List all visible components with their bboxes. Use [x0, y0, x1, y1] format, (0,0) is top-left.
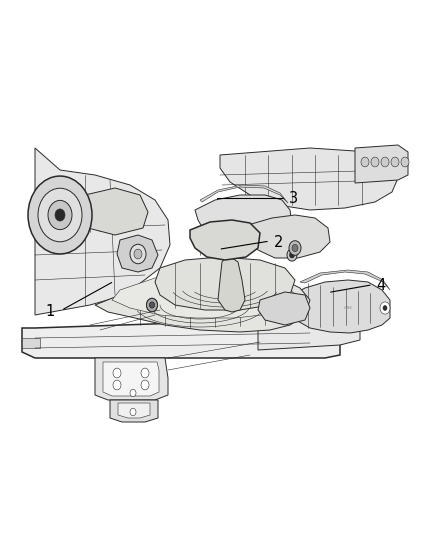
Circle shape	[383, 305, 387, 310]
Circle shape	[38, 188, 82, 242]
Circle shape	[371, 157, 379, 167]
Text: 2: 2	[273, 235, 283, 250]
Circle shape	[113, 380, 121, 390]
Circle shape	[134, 249, 142, 259]
Text: 4: 4	[376, 278, 386, 293]
Polygon shape	[258, 292, 310, 325]
Circle shape	[287, 249, 297, 261]
Polygon shape	[110, 400, 158, 422]
Polygon shape	[290, 280, 390, 333]
Polygon shape	[200, 185, 288, 203]
Polygon shape	[95, 275, 310, 332]
Polygon shape	[248, 215, 330, 258]
Circle shape	[130, 244, 146, 264]
Polygon shape	[112, 272, 295, 318]
Polygon shape	[195, 195, 292, 244]
Circle shape	[149, 302, 155, 308]
Circle shape	[141, 380, 149, 390]
Polygon shape	[22, 338, 40, 348]
Polygon shape	[103, 362, 159, 396]
Circle shape	[289, 241, 301, 255]
Circle shape	[55, 209, 65, 221]
Text: 3: 3	[289, 191, 298, 206]
Circle shape	[292, 244, 298, 252]
Text: GAS: GAS	[344, 306, 353, 310]
Polygon shape	[117, 235, 158, 272]
Circle shape	[401, 157, 409, 167]
Polygon shape	[355, 145, 408, 183]
Circle shape	[290, 252, 294, 258]
Polygon shape	[118, 403, 150, 418]
Polygon shape	[190, 220, 260, 260]
Circle shape	[130, 408, 136, 416]
Polygon shape	[22, 318, 340, 358]
Polygon shape	[220, 148, 398, 210]
Circle shape	[149, 302, 155, 308]
Circle shape	[146, 298, 158, 312]
Circle shape	[130, 389, 136, 397]
Polygon shape	[218, 258, 245, 312]
Polygon shape	[35, 148, 170, 315]
Circle shape	[391, 157, 399, 167]
Circle shape	[113, 368, 121, 378]
Circle shape	[381, 157, 389, 167]
Circle shape	[146, 298, 158, 312]
Polygon shape	[258, 310, 360, 350]
Circle shape	[28, 176, 92, 254]
Polygon shape	[155, 257, 295, 310]
Circle shape	[48, 200, 72, 230]
Text: 1: 1	[46, 304, 55, 319]
Polygon shape	[300, 270, 390, 290]
Circle shape	[361, 157, 369, 167]
Circle shape	[380, 302, 390, 314]
Circle shape	[141, 368, 149, 378]
Polygon shape	[82, 188, 148, 235]
Polygon shape	[95, 358, 168, 400]
